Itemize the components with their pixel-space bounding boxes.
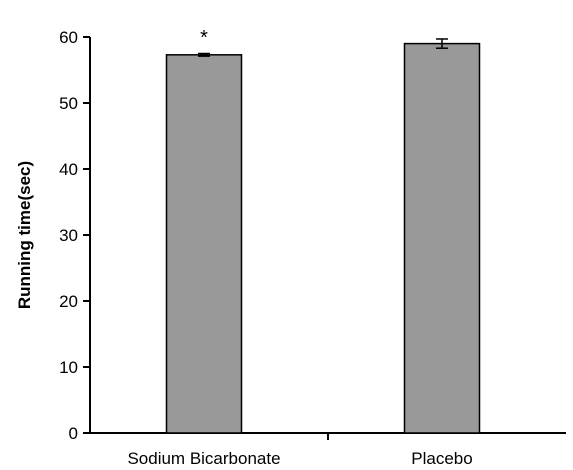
y-tick-label: 0: [69, 424, 78, 443]
y-tick-label: 20: [59, 292, 78, 311]
x-axis: Sodium Bicarbonate Placebo: [90, 432, 566, 468]
bar: [403, 42, 481, 434]
y-axis: 0 10 20 30 40 50 60: [59, 28, 91, 443]
y-tick-label: 40: [59, 160, 78, 179]
bars: *: [165, 27, 481, 434]
y-tick-label: 50: [59, 94, 78, 113]
y-axis-title: Running time(sec): [15, 161, 34, 309]
y-tick-label: 10: [59, 358, 78, 377]
y-tick-label: 60: [59, 28, 78, 47]
x-category-label: Sodium Bicarbonate: [127, 449, 280, 468]
x-category-label: Placebo: [411, 449, 472, 468]
y-tick-label: 30: [59, 226, 78, 245]
significance-marker: *: [200, 27, 208, 49]
bar: [165, 54, 243, 434]
